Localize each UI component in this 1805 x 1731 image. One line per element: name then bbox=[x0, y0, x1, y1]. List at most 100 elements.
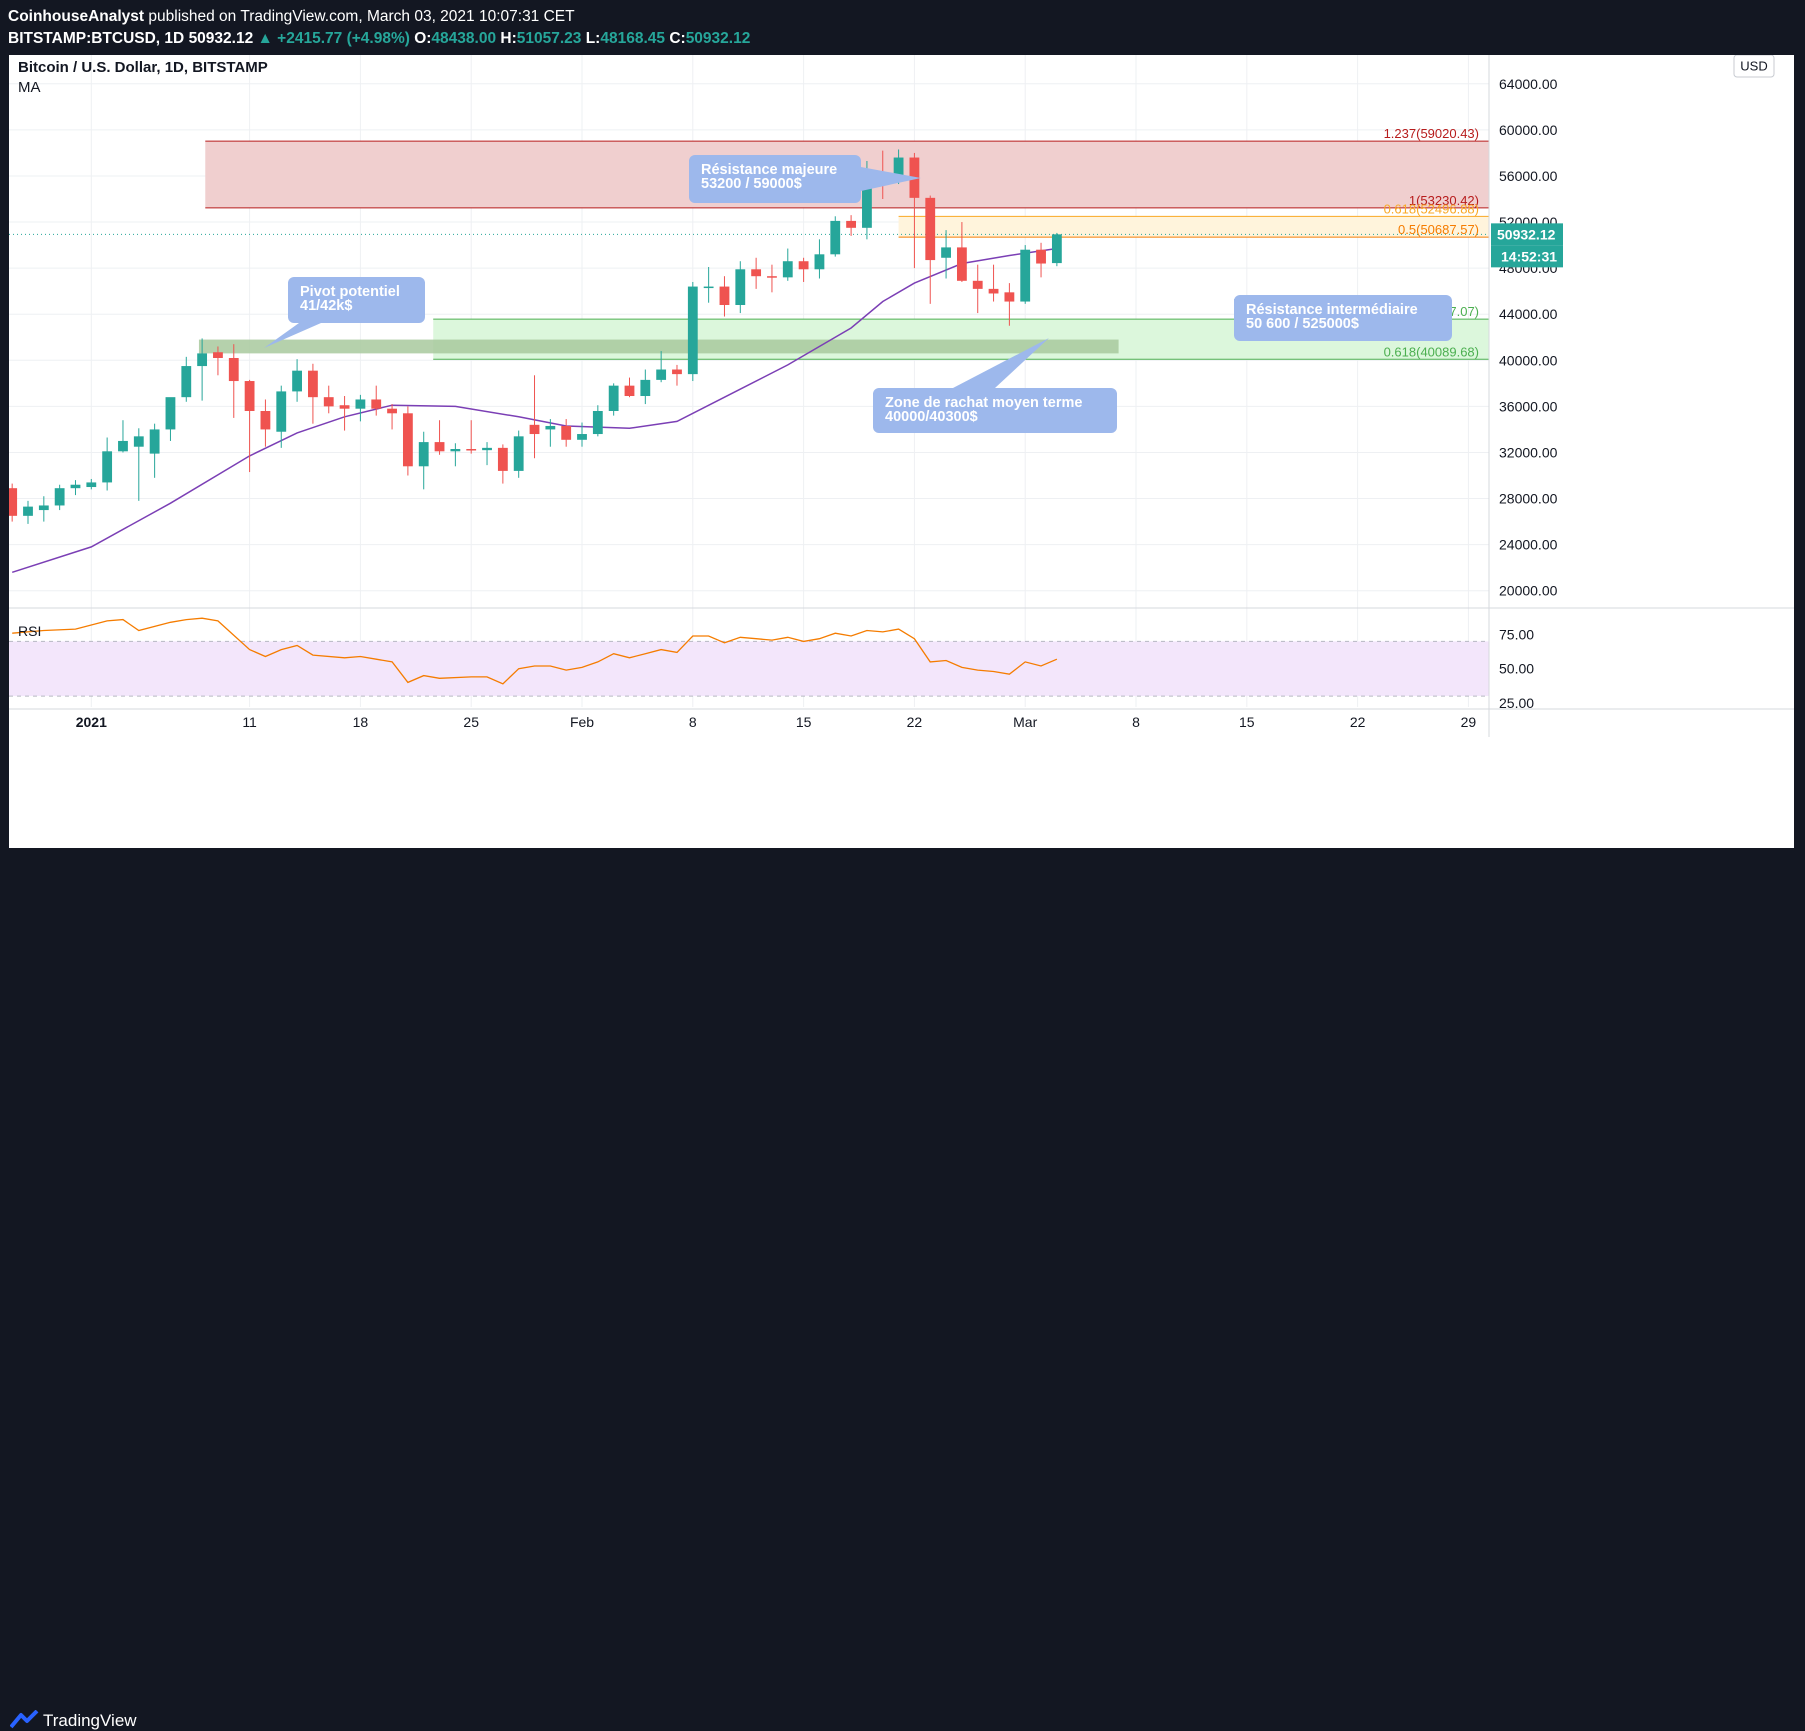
candle-body bbox=[1020, 249, 1031, 302]
published-text: published on TradingView.com, March 03, … bbox=[144, 8, 575, 25]
candle-body bbox=[70, 484, 81, 489]
candle-body bbox=[925, 197, 936, 261]
candle-body bbox=[118, 440, 128, 452]
rsi-label[interactable]: RSI bbox=[18, 623, 41, 639]
callout-pivot-line2: 41/42k$ bbox=[300, 298, 352, 314]
callout-buy-zone-line1: Zone de rachat moyen terme bbox=[885, 395, 1082, 411]
brand-name[interactable]: TradingView bbox=[43, 1711, 137, 1730]
high-label: H: bbox=[500, 30, 517, 47]
price-tick-label: 24000.00 bbox=[1499, 537, 1558, 553]
candle-body bbox=[86, 482, 97, 488]
candle-body bbox=[862, 173, 872, 228]
time-tick-label: 11 bbox=[242, 714, 257, 730]
candle-body bbox=[941, 247, 951, 258]
callout-buy-zone-tail bbox=[953, 338, 1049, 388]
candle-body bbox=[640, 379, 651, 397]
pivot-bar bbox=[198, 339, 1119, 354]
candle-body bbox=[529, 424, 540, 435]
candle-body bbox=[402, 413, 413, 467]
candle-body bbox=[656, 369, 667, 380]
last-price: 50932.12 bbox=[188, 30, 254, 47]
candle-body bbox=[624, 385, 635, 397]
currency-button[interactable] bbox=[1733, 55, 1775, 78]
header: CoinhouseAnalyst published on TradingVie… bbox=[0, 0, 1805, 54]
time-tick-label: 8 bbox=[689, 714, 697, 730]
close-value: 50932.12 bbox=[685, 30, 751, 47]
fib-label: 0.618(52496.88) bbox=[1384, 201, 1479, 216]
time-tick-label: Mar bbox=[1013, 714, 1037, 730]
candle-body bbox=[513, 436, 524, 471]
high-value: 51057.23 bbox=[516, 30, 582, 47]
time-tick-label: 15 bbox=[1239, 714, 1255, 730]
candle-body bbox=[54, 488, 65, 506]
candle-body bbox=[149, 429, 160, 454]
candle-body bbox=[308, 370, 318, 398]
rsi-tick-label: 50.00 bbox=[1499, 661, 1534, 677]
candle-body bbox=[687, 286, 698, 375]
candle-body bbox=[339, 405, 350, 409]
candle-body bbox=[956, 247, 967, 281]
tradingview-logo-icon[interactable] bbox=[10, 1710, 40, 1730]
publish-line: CoinhouseAnalyst published on TradingVie… bbox=[8, 8, 575, 26]
candle-body bbox=[244, 381, 255, 411]
candle-body bbox=[434, 442, 445, 452]
callout-major-resistance bbox=[689, 155, 861, 203]
candle-body bbox=[592, 410, 603, 435]
open-label: O: bbox=[414, 30, 432, 47]
candle-body bbox=[1051, 234, 1062, 264]
rsi-tick-label: 75.00 bbox=[1499, 627, 1534, 643]
callout-major-resistance-tail bbox=[861, 167, 921, 191]
price-tick-label: 56000.00 bbox=[1499, 168, 1558, 184]
fib-label: 1.237(59020.43) bbox=[1384, 126, 1479, 141]
candle-body bbox=[133, 436, 144, 447]
candle-body bbox=[260, 410, 271, 430]
rsi-band bbox=[9, 641, 1489, 697]
chart-canvas[interactable]: 1.237(59020.43) 1(53230.42)0.618(52496.88… bbox=[9, 55, 1794, 848]
time-tick-label: 8 bbox=[1132, 714, 1140, 730]
rsi-tick-label: 25.00 bbox=[1499, 695, 1534, 711]
time-tick-label: 25 bbox=[463, 714, 479, 730]
open-value: 48438.00 bbox=[431, 30, 497, 47]
candle-body bbox=[450, 449, 461, 452]
fib-label: 1(53230.42) bbox=[1409, 193, 1479, 208]
candle-body bbox=[497, 447, 508, 471]
candle-body bbox=[735, 269, 746, 306]
candle-body bbox=[197, 353, 208, 367]
ma-label[interactable]: MA bbox=[18, 79, 41, 96]
ohlc-line: BITSTAMP:BTCUSD, 1D 50932.12 ▲ +2415.77 … bbox=[8, 30, 750, 48]
countdown-tag-label: 14:52:31 bbox=[1501, 248, 1557, 264]
currency-label: USD bbox=[1740, 59, 1767, 74]
low-value: 48168.45 bbox=[600, 30, 666, 47]
candle-body bbox=[466, 449, 477, 451]
chart-frame[interactable]: 1.237(59020.43) 1(53230.42) 0.618(52496.88… bbox=[9, 55, 1794, 848]
candle-body bbox=[387, 408, 397, 414]
candle-body bbox=[213, 352, 223, 358]
time-tick-label: 2021 bbox=[76, 714, 107, 730]
price-tick-label: 40000.00 bbox=[1499, 352, 1558, 368]
callout-major-resistance-line1: Résistance majeure bbox=[701, 162, 837, 178]
candle-body bbox=[545, 425, 556, 430]
candle-body bbox=[38, 505, 49, 511]
candle-body bbox=[482, 447, 492, 451]
candle-body bbox=[1036, 249, 1046, 264]
candle-body bbox=[719, 286, 730, 306]
candle-body bbox=[972, 280, 983, 289]
chart-title: Bitcoin / U.S. Dollar, 1D, BITSTAMP bbox=[18, 59, 268, 76]
price-tick-label: 60000.00 bbox=[1499, 122, 1558, 138]
author-name[interactable]: CoinhouseAnalyst bbox=[8, 8, 145, 25]
callout-pivot-tail bbox=[264, 323, 321, 348]
time-tick-label: Feb bbox=[570, 714, 594, 730]
time-tick-label: 22 bbox=[907, 714, 923, 730]
candle-body bbox=[767, 276, 777, 278]
candle-body bbox=[672, 369, 682, 375]
last-price-tag-label: 50932.12 bbox=[1497, 226, 1556, 242]
callout-intermediate-resistance-line1: Résistance intermédiaire bbox=[1246, 302, 1418, 318]
candle-body bbox=[814, 254, 825, 270]
candle-body bbox=[371, 399, 382, 409]
callout-intermediate-resistance-line2: 50 600 / 525000$ bbox=[1246, 316, 1359, 332]
callout-intermediate-resistance bbox=[1234, 295, 1452, 341]
candle-body bbox=[292, 370, 302, 392]
candle-body bbox=[9, 488, 18, 516]
candle-body bbox=[561, 425, 572, 440]
last-price-tag[interactable] bbox=[1491, 223, 1563, 246]
